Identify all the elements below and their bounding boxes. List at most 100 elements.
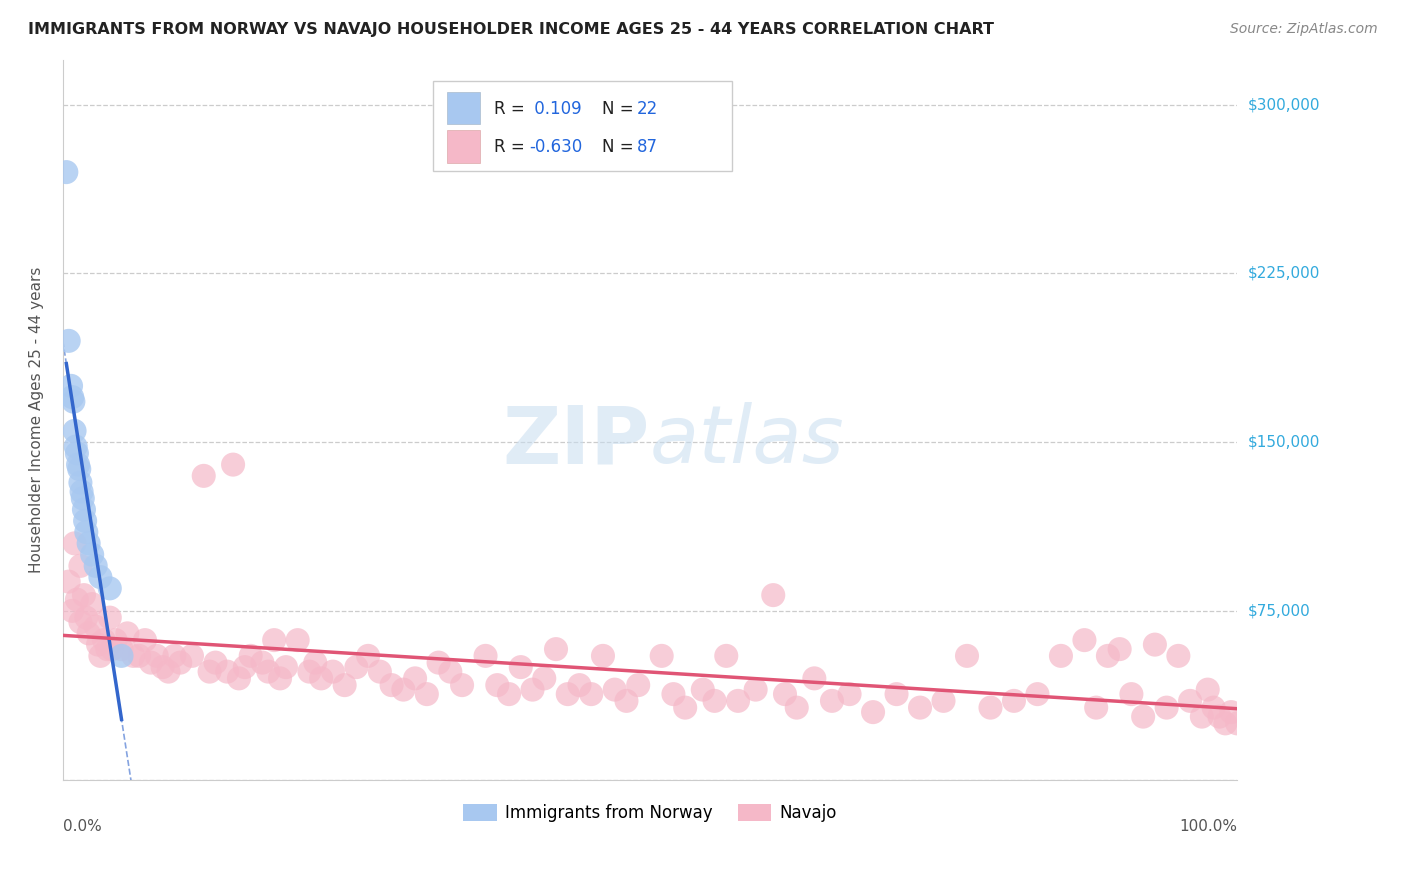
Point: [274, 660, 297, 674]
Point: [269, 672, 291, 686]
Point: [193, 468, 215, 483]
Point: [557, 687, 579, 701]
Point: [98, 582, 121, 596]
Point: [908, 700, 931, 714]
Point: [198, 665, 221, 679]
Point: [58, 334, 80, 348]
Point: [581, 687, 603, 701]
Point: [163, 648, 186, 663]
Point: [744, 682, 766, 697]
Point: [134, 633, 156, 648]
Point: [416, 687, 439, 701]
Point: [1226, 716, 1249, 731]
Point: [69, 615, 91, 629]
Point: [93, 633, 115, 648]
Point: [69, 475, 91, 490]
FancyBboxPatch shape: [433, 81, 733, 171]
Point: [344, 660, 367, 674]
Point: [673, 700, 696, 714]
Point: [204, 656, 226, 670]
Point: [58, 574, 80, 589]
Text: Source: ZipAtlas.com: Source: ZipAtlas.com: [1230, 22, 1378, 37]
Point: [60, 390, 83, 404]
Point: [886, 687, 908, 701]
Point: [66, 592, 89, 607]
Point: [89, 648, 111, 663]
Point: [357, 648, 380, 663]
Point: [439, 665, 461, 679]
Point: [217, 665, 239, 679]
Point: [72, 491, 94, 506]
Point: [662, 687, 685, 701]
Point: [1097, 648, 1119, 663]
Point: [333, 678, 356, 692]
Point: [89, 570, 111, 584]
Point: [82, 548, 104, 562]
Point: [498, 687, 520, 701]
Point: [1085, 700, 1108, 714]
Point: [222, 458, 245, 472]
Point: [956, 648, 979, 663]
Point: [139, 656, 162, 670]
Point: [1132, 709, 1154, 723]
Point: [98, 610, 121, 624]
Point: [152, 660, 174, 674]
Point: [77, 536, 100, 550]
Text: $75,000: $75,000: [1249, 603, 1310, 618]
Point: [1197, 682, 1219, 697]
Point: [451, 678, 474, 692]
Text: 100.0%: 100.0%: [1180, 819, 1237, 834]
Text: IMMIGRANTS FROM NORWAY VS NAVAJO HOUSEHOLDER INCOME AGES 25 - 44 YEARS CORRELATI: IMMIGRANTS FROM NORWAY VS NAVAJO HOUSEHO…: [28, 22, 994, 37]
Point: [70, 484, 93, 499]
Point: [1143, 638, 1166, 652]
Point: [392, 682, 415, 697]
Point: [486, 678, 509, 692]
Point: [1121, 687, 1143, 701]
Point: [568, 678, 591, 692]
Point: [60, 604, 83, 618]
Point: [509, 660, 531, 674]
Point: [287, 633, 309, 648]
Point: [1215, 716, 1237, 731]
Text: R =: R =: [494, 100, 524, 118]
Text: 87: 87: [637, 138, 658, 156]
Point: [692, 682, 714, 697]
Point: [1167, 648, 1189, 663]
Point: [592, 648, 614, 663]
Point: [322, 665, 344, 679]
FancyBboxPatch shape: [447, 92, 479, 124]
Point: [381, 678, 404, 692]
Point: [309, 672, 332, 686]
Point: [157, 665, 180, 679]
Point: [727, 694, 749, 708]
Point: [252, 656, 274, 670]
Point: [65, 440, 87, 454]
Point: [803, 672, 825, 686]
Point: [128, 648, 150, 663]
Point: [263, 633, 285, 648]
Point: [82, 597, 104, 611]
Point: [1191, 709, 1213, 723]
Point: [110, 642, 132, 657]
Point: [67, 458, 90, 472]
Text: $225,000: $225,000: [1249, 266, 1320, 281]
Point: [1178, 694, 1201, 708]
FancyBboxPatch shape: [447, 130, 479, 162]
Point: [84, 619, 107, 633]
Point: [404, 672, 426, 686]
Text: 0.0%: 0.0%: [63, 819, 101, 834]
Point: [1050, 648, 1073, 663]
Point: [63, 424, 86, 438]
Point: [773, 687, 796, 701]
Point: [75, 514, 97, 528]
Point: [1208, 709, 1230, 723]
Point: [55, 165, 77, 179]
Point: [304, 656, 326, 670]
Point: [762, 588, 785, 602]
Point: [627, 678, 650, 692]
Point: [117, 626, 139, 640]
Point: [603, 682, 626, 697]
Legend: Immigrants from Norway, Navajo: Immigrants from Norway, Navajo: [457, 797, 844, 829]
Point: [60, 379, 83, 393]
Text: 22: 22: [637, 100, 658, 118]
